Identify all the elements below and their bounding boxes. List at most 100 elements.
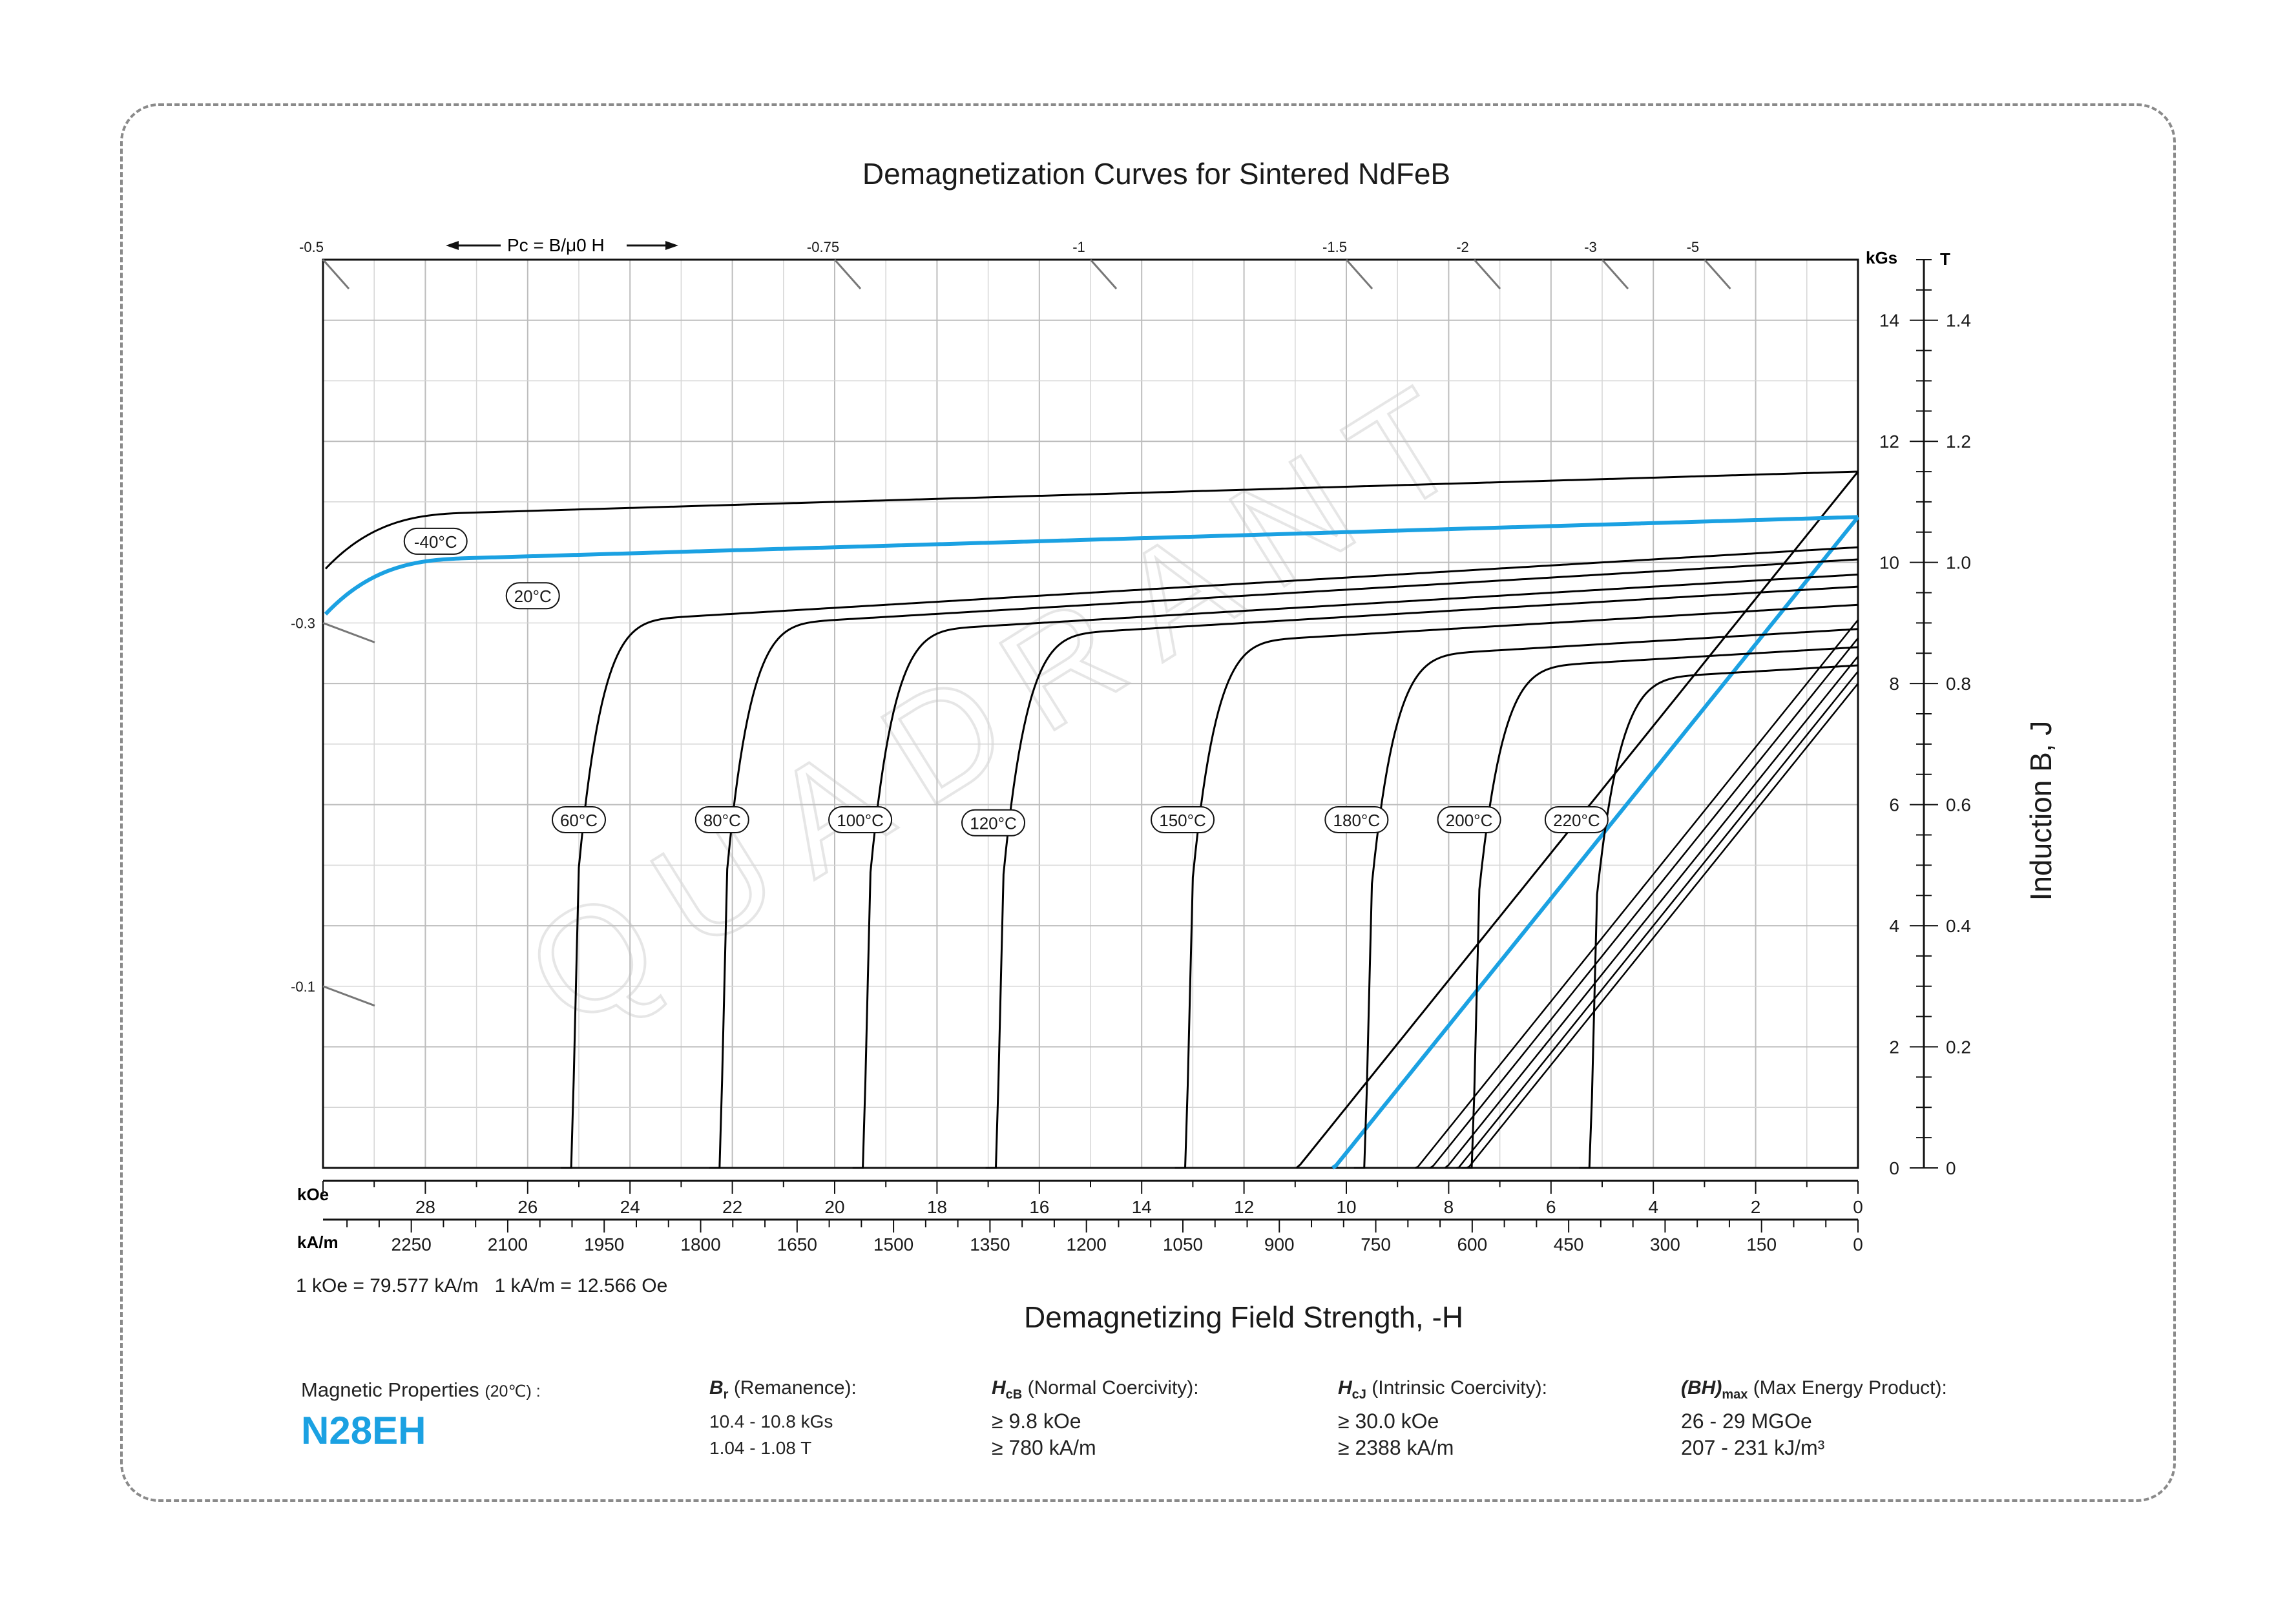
b-line	[1414, 619, 1859, 1169]
pc-tick-label: -0.1	[291, 979, 315, 995]
x-tick-label-kam: 450	[1554, 1234, 1584, 1254]
pc-tick	[1473, 259, 1501, 289]
j-curve	[852, 573, 1859, 1169]
x-tick-label-koe: 24	[620, 1197, 640, 1217]
pc-tick	[322, 259, 350, 289]
dashed-frame	[120, 103, 2176, 1502]
prop-br-symbol: B	[709, 1377, 724, 1399]
j-curve	[1461, 646, 1859, 1169]
j-curve	[985, 585, 1859, 1169]
pc-label: Pc = B/μ0 H	[507, 235, 605, 255]
prop-br-line2: 1.04 - 1.08 T	[709, 1438, 812, 1458]
j-curve	[561, 546, 1859, 1169]
x-tick-label-koe: 4	[1648, 1197, 1658, 1217]
pc-tick-label: -1.5	[1322, 239, 1347, 255]
pc-tick	[1704, 259, 1731, 289]
b-line	[1456, 671, 1859, 1169]
x-unit-koe: kOe	[297, 1185, 329, 1204]
x-tick-label-koe: 22	[722, 1197, 742, 1217]
pc-arrowhead-left	[446, 241, 459, 250]
x-tick-label-kam: 150	[1746, 1234, 1777, 1254]
pc-arrowhead-right	[665, 241, 678, 250]
y-unit-kgs: kGs	[1866, 248, 1897, 267]
x-tick-label-kam: 1800	[680, 1234, 720, 1254]
material-grade: N28EH	[301, 1409, 426, 1452]
y-tick-label-t: 1.4	[1946, 311, 1971, 331]
y-unit-t: T	[1940, 249, 1950, 269]
series-label: 100°C	[837, 811, 884, 830]
series-label-pill	[961, 809, 1026, 837]
y-tick-label-kgs: 10	[1879, 553, 1899, 573]
demagnetization-chart: Demagnetization Curves for Sintered NdFe…	[291, 157, 2058, 1334]
x-tick-label-kam: 900	[1264, 1234, 1295, 1254]
series-label: 220°C	[1553, 811, 1600, 830]
b-line	[1465, 683, 1859, 1169]
x-tick-label-koe: 10	[1336, 1197, 1356, 1217]
x-tick-label-koe: 16	[1029, 1197, 1049, 1217]
x-tick-label-koe: 6	[1546, 1197, 1556, 1217]
pc-tick	[1601, 259, 1629, 289]
series-label: 150°C	[1159, 811, 1206, 830]
prop-bh-sub: max	[1722, 1388, 1748, 1402]
prop-bh-symbol: (BH)	[1681, 1377, 1722, 1399]
prop-hcj-head: HcJ (Intrinsic Coercivity):	[1338, 1375, 1547, 1408]
prop-hcb-sub: cB	[1005, 1388, 1023, 1402]
prop-hcb-line1: ≥ 9.8 kOe	[992, 1410, 1081, 1433]
series-label: 180°C	[1333, 811, 1381, 830]
x-tick-label-kam: 750	[1361, 1234, 1391, 1254]
prop-br-line1: 10.4 - 10.8 kGs	[709, 1411, 833, 1431]
j-curve	[324, 470, 1859, 570]
chart-title: Demagnetization Curves for Sintered NdFe…	[862, 157, 1450, 191]
prop-br-head: Br (Remanence):	[709, 1375, 857, 1408]
properties-title-text: Magnetic Properties	[301, 1378, 479, 1401]
x-tick-label-kam: 2250	[391, 1234, 432, 1254]
x-tick-label-koe: 14	[1132, 1197, 1152, 1217]
series-label: 120°C	[970, 814, 1017, 833]
pc-tick	[833, 259, 862, 289]
j-curve	[1353, 628, 1859, 1169]
x-tick-label-koe: 0	[1853, 1197, 1863, 1217]
series-label-pill	[403, 527, 468, 555]
prop-hcb-line2: ≥ 780 kA/m	[992, 1436, 1096, 1459]
pc-tick-label: -0.3	[291, 615, 315, 631]
x-tick-label-koe: 26	[517, 1197, 537, 1217]
series-label-pill	[828, 806, 893, 834]
y-tick-label-t: 1.2	[1946, 432, 1971, 452]
pc-tick	[1089, 259, 1118, 289]
x-tick-label-kam: 1200	[1067, 1234, 1107, 1254]
series-label-pill	[1324, 806, 1389, 834]
prop-hcj-line1: ≥ 30.0 kOe	[1338, 1410, 1439, 1433]
pc-tick-label: -0.5	[299, 239, 324, 255]
y-tick-label-kgs: 8	[1889, 674, 1899, 694]
pc-tick-label: -1	[1072, 239, 1085, 255]
x-tick-label-koe: 8	[1444, 1197, 1454, 1217]
pc-tick	[322, 621, 375, 643]
x-tick-label-kam: 1650	[777, 1234, 817, 1254]
x-tick-label-kam: 0	[1853, 1234, 1863, 1254]
y-tick-label-kgs: 14	[1879, 311, 1899, 331]
prop-hcb: HcB (Normal Coercivity): ≥ 9.8 kOe ≥ 780…	[992, 1375, 1199, 1461]
y-tick-label-kgs: 12	[1879, 432, 1899, 452]
pc-tick-label: -0.75	[807, 239, 839, 255]
j-curve	[1579, 664, 1859, 1169]
b-line	[1444, 656, 1859, 1169]
pc-tick-label: -3	[1584, 239, 1597, 255]
series-label-pill	[694, 806, 749, 834]
properties-title: Magnetic Properties (20℃) :	[301, 1378, 541, 1402]
properties-title-temp: (20℃) :	[485, 1382, 541, 1400]
x-tick-label-kam: 1500	[873, 1234, 913, 1254]
prop-br-label: (Remanence):	[733, 1377, 857, 1399]
y-axis-title: Induction B, J	[2024, 721, 2058, 901]
prop-hcj-sub: cJ	[1352, 1388, 1366, 1402]
series-label: 80°C	[704, 811, 741, 830]
x-tick-label-kam: 1950	[584, 1234, 624, 1254]
series-label: 60°C	[560, 811, 598, 830]
series-label: 20°C	[514, 587, 552, 606]
prop-bh-line1: 26 - 29 MGOe	[1681, 1410, 1812, 1433]
j-curve	[1174, 603, 1859, 1169]
x-tick-label-koe: 28	[415, 1197, 435, 1217]
y-tick-label-t: 0.8	[1946, 674, 1971, 694]
prop-bh-line2: 207 - 231 kJ/m³	[1681, 1436, 1825, 1459]
y-tick-label-kgs: 2	[1889, 1037, 1899, 1057]
